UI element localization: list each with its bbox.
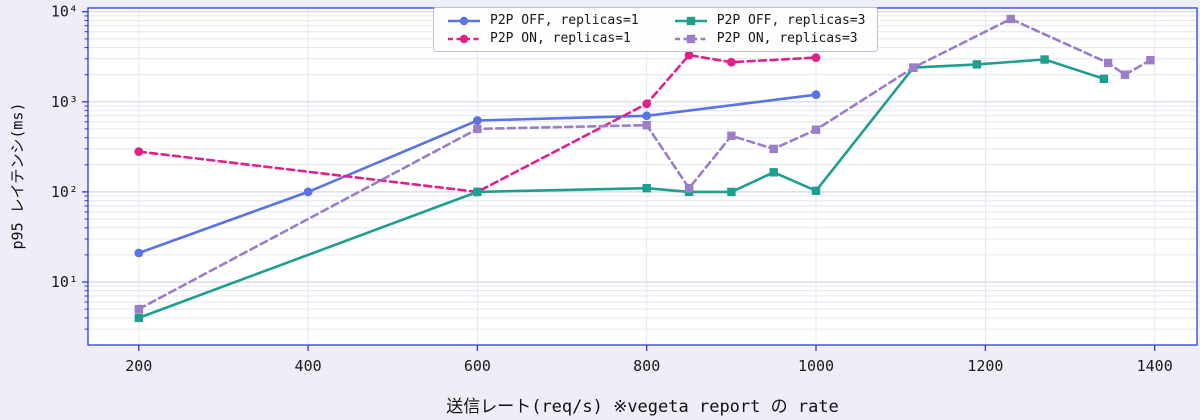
legend-label: P2P OFF, replicas=1 [490,13,639,28]
legend-circle-swatch-icon [448,34,480,43]
svg-text:200: 200 [125,357,152,375]
legend-item: P2P OFF, replicas=3 [673,13,866,28]
legend-item: P2P OFF, replicas=1 [446,13,639,28]
svg-text:800: 800 [633,357,660,375]
svg-text:10²: 10² [51,183,78,201]
svg-text:1400: 1400 [1137,357,1173,375]
legend-label: P2P ON, replicas=1 [490,31,631,46]
legend-square-swatch-icon [674,16,707,25]
y-axis-label: p95 レイテンシ(ms) [8,102,27,250]
svg-text:1000: 1000 [798,357,834,375]
legend-item: P2P ON, replicas=1 [446,31,639,46]
svg-text:10⁴: 10⁴ [51,3,78,21]
legend: P2P OFF, replicas=1 P2P ON, replicas=1 P2P… [433,7,879,52]
svg-text:10¹: 10¹ [51,273,78,291]
svg-text:400: 400 [295,357,322,375]
legend-circle-swatch-icon [448,16,480,25]
svg-text:10³: 10³ [51,93,78,111]
legend-item: P2P ON, replicas=3 [673,31,866,46]
legend-square-swatch-icon [674,34,707,43]
legend-label: P2P OFF, replicas=3 [716,13,866,28]
x-axis-label: 送信レート(req/s) ※vegeta report の rate [446,397,839,417]
svg-text:1200: 1200 [967,357,1003,375]
svg-text:600: 600 [464,357,491,375]
legend-label: P2P ON, replicas=3 [716,31,858,46]
